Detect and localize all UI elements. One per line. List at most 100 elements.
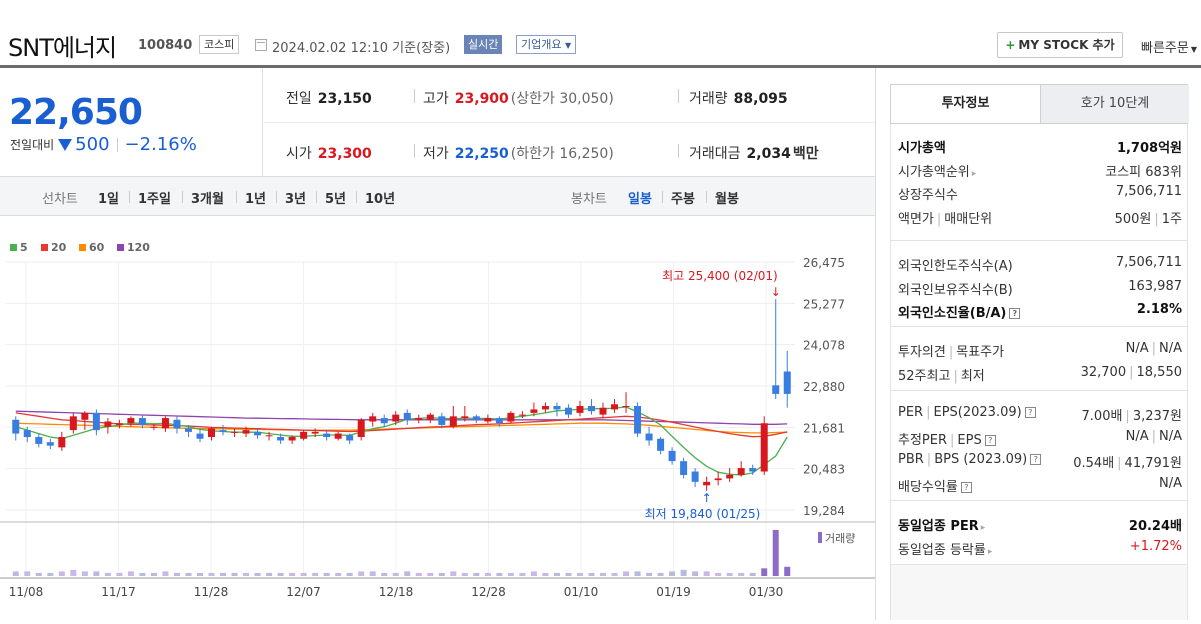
low-label: 저가 bbox=[423, 146, 449, 162]
info-value: +1.72% bbox=[1130, 539, 1182, 554]
tab-orderbook-10[interactable]: 호가 10단계 bbox=[1040, 85, 1189, 123]
summary-row-2: 시가 23,300 저가 22,250 (하한가 16,250) 거래대금 2,034 백… bbox=[264, 122, 875, 176]
x-tick-label: 12/07 bbox=[286, 585, 321, 599]
info-value-1: 2.18% bbox=[1136, 302, 1182, 317]
tab-3y[interactable]: 3년 bbox=[285, 192, 307, 207]
tab-daily[interactable]: 일봉 bbox=[628, 192, 652, 207]
info-key-label-2: 목표주가 bbox=[956, 345, 1005, 360]
tab-1d[interactable]: 1일 bbox=[98, 192, 120, 207]
tab-3m[interactable]: 3개월 bbox=[191, 192, 224, 207]
diff-label: 전일대비 bbox=[10, 138, 55, 152]
quick-order-button[interactable]: 빠른주문 ▼ bbox=[1141, 37, 1197, 56]
info-key-label: 배당수익률 bbox=[898, 479, 958, 495]
corp-info-dropdown[interactable]: 기업개요 ▼ bbox=[516, 35, 577, 54]
info-row[interactable]: 시가총액순위 ▸ 코스피 683위 bbox=[898, 158, 1182, 180]
volume-bar bbox=[450, 571, 457, 576]
candle-body bbox=[576, 405, 584, 413]
help-icon[interactable]: ? bbox=[1024, 407, 1036, 418]
volume-bar bbox=[47, 572, 54, 576]
legend-label: 120 bbox=[127, 241, 150, 254]
separator bbox=[678, 144, 679, 158]
candle-body bbox=[196, 433, 204, 439]
tab-1y[interactable]: 1년 bbox=[245, 192, 267, 207]
info-value-1: 1,708억원 bbox=[1116, 141, 1182, 156]
investment-info-panel: 투자정보 호가 10단계 시가총액 1,708억원 시가총액순위 ▸ 코스피 683위 상… bbox=[875, 68, 1201, 620]
info-key-label: PER bbox=[898, 405, 924, 420]
candle-body bbox=[265, 435, 273, 437]
candle-body bbox=[208, 428, 216, 438]
info-value-2: 3,237원 bbox=[1132, 409, 1182, 424]
info-value-2: N/A bbox=[1159, 428, 1182, 444]
candle-body bbox=[219, 430, 227, 432]
info-key: 외국인소진율(B/A)? bbox=[898, 302, 1021, 321]
y-tick-label: 20,483 bbox=[803, 463, 845, 477]
tab-5y[interactable]: 5년 bbox=[325, 192, 347, 207]
help-icon[interactable]: ? bbox=[984, 434, 996, 446]
quote-summary: 전일 23,150 고가 23,900 (상한가 30,050) 거래량 88,095 … bbox=[264, 68, 875, 176]
chevron-down-icon: ▼ bbox=[564, 41, 572, 50]
info-key: 액면가 | 매매단위 bbox=[898, 208, 992, 227]
high-price: 고가 23,900 (상한가 30,050) bbox=[423, 88, 614, 108]
tab-investment-info[interactable]: 투자정보 bbox=[891, 85, 1040, 123]
stock-name: SNT에너지 bbox=[8, 34, 117, 62]
x-tick-label: 12/28 bbox=[471, 585, 506, 599]
info-key-label: 시가총액 bbox=[898, 141, 946, 156]
volume-bar bbox=[24, 571, 31, 576]
help-icon[interactable]: ? bbox=[1009, 308, 1021, 319]
candle-body bbox=[277, 437, 285, 441]
info-value-1: 코스피 683위 bbox=[1105, 164, 1182, 180]
key-separator: | bbox=[948, 345, 954, 360]
add-mystock-button[interactable]: + MY STOCK 추가 bbox=[997, 32, 1123, 58]
realtime-button[interactable]: 실시간 bbox=[464, 35, 503, 54]
candle-body bbox=[541, 405, 549, 410]
tab-weekly[interactable]: 주봉 bbox=[671, 192, 695, 207]
candle-chart-label: 봉차트 bbox=[571, 192, 607, 207]
tab-1w[interactable]: 1주일 bbox=[138, 192, 171, 207]
separator bbox=[678, 89, 679, 103]
candle-body bbox=[12, 419, 20, 434]
info-row: 52주최고 | 최저 32,700 | 18,550 bbox=[898, 362, 1182, 384]
candle-body bbox=[657, 438, 665, 451]
info-key: 동일업종 등락률 ▸ bbox=[898, 539, 992, 558]
help-icon[interactable]: ? bbox=[960, 481, 972, 493]
info-value: 7,506,711 bbox=[1116, 255, 1182, 270]
info-row: 추정PER | EPS? N/A | N/A bbox=[898, 426, 1182, 448]
candle-body bbox=[58, 437, 66, 448]
info-divider bbox=[891, 500, 1187, 501]
high-value: 23,900 bbox=[454, 91, 509, 107]
separator bbox=[662, 191, 663, 203]
info-key-label-2: 매매단위 bbox=[944, 211, 993, 227]
prev-close: 전일 23,150 bbox=[286, 88, 372, 108]
volume-bar bbox=[496, 572, 503, 576]
x-tick-label: 11/08 bbox=[9, 585, 44, 599]
stock-chart[interactable]: 5 20 60 120 26,475 25,277 24,078 22,880 21,681 20… bbox=[0, 216, 875, 620]
lower-limit: (하한가 16,250) bbox=[510, 146, 614, 162]
tab-monthly[interactable]: 월봉 bbox=[715, 192, 739, 207]
candle-body bbox=[691, 471, 699, 482]
volume-bar bbox=[196, 572, 203, 576]
volume-bar bbox=[726, 572, 733, 576]
volume-bar bbox=[81, 571, 88, 576]
value-separator: | bbox=[1129, 364, 1134, 380]
candle-body bbox=[426, 414, 434, 420]
y-tick-label: 26,475 bbox=[803, 256, 845, 270]
separator bbox=[316, 191, 317, 203]
candlestick-chart-svg: 5 20 60 120 26,475 25,277 24,078 22,880 21,681 20… bbox=[0, 241, 875, 599]
help-icon[interactable]: ? bbox=[1030, 454, 1042, 465]
volume-bar bbox=[220, 572, 227, 576]
info-value-1: 20.24배 bbox=[1128, 519, 1182, 534]
info-key: 52주최고 | 최저 bbox=[898, 365, 985, 384]
annotation-high: 최고 25,400 (02/01) bbox=[662, 269, 778, 283]
x-tick-label: 01/19 bbox=[656, 585, 691, 599]
info-tabs: 투자정보 호가 10단계 bbox=[890, 84, 1189, 124]
candle-body bbox=[564, 407, 572, 415]
info-row[interactable]: 동일업종 등락률 ▸ +1.72% bbox=[898, 536, 1182, 558]
volume-bar bbox=[507, 572, 514, 576]
tab-10y[interactable]: 10년 bbox=[365, 192, 396, 207]
candle-body bbox=[357, 419, 365, 438]
separator bbox=[356, 191, 357, 203]
candle-body bbox=[150, 426, 158, 428]
volume-bar bbox=[703, 571, 710, 576]
info-row[interactable]: 동일업종 PER ▸ 20.24배 bbox=[898, 512, 1182, 534]
volume-value: 88,095 bbox=[733, 91, 788, 107]
